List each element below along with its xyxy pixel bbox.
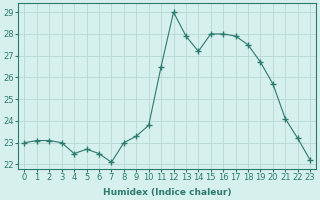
X-axis label: Humidex (Indice chaleur): Humidex (Indice chaleur) <box>103 188 232 197</box>
